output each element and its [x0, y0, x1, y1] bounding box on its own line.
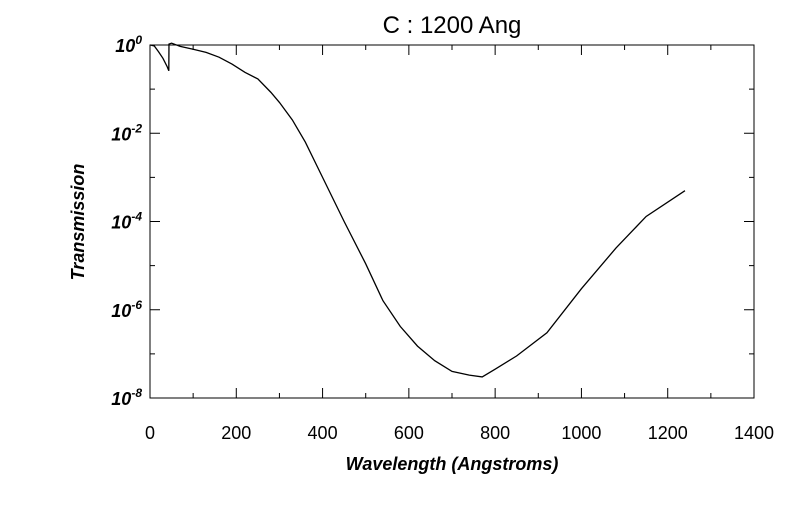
y-tick-label: 10-2 [111, 121, 142, 144]
plot-frame [149, 44, 755, 399]
y-axis-label: Transmission [68, 164, 88, 281]
x-tick-label: 400 [308, 423, 338, 443]
x-tick-label: 1400 [734, 423, 774, 443]
x-tick-label: 1000 [561, 423, 601, 443]
x-tick-labels: 0 200 400 600 800 1000 1200 1400 [145, 423, 774, 443]
x-tick-label: 1200 [648, 423, 688, 443]
y-tick-label: 10-6 [111, 298, 142, 321]
y-tick-labels: 100 10-2 10-4 10-6 10-8 [111, 33, 142, 409]
x-axis-label: Wavelength (Angstroms) [346, 454, 559, 474]
x-tick-label: 800 [480, 423, 510, 443]
y-tick-label: 10-4 [111, 210, 142, 233]
x-tick-label: 200 [221, 423, 251, 443]
series-line-transmission [150, 42, 686, 378]
x-tick-label: 600 [394, 423, 424, 443]
x-tick-label: 0 [145, 423, 155, 443]
chart-title: C : 1200 Ang [383, 12, 522, 39]
y-tick-label: 10-8 [111, 386, 142, 409]
y-tick-label: 100 [115, 33, 142, 56]
axis-ticks [149, 44, 755, 399]
